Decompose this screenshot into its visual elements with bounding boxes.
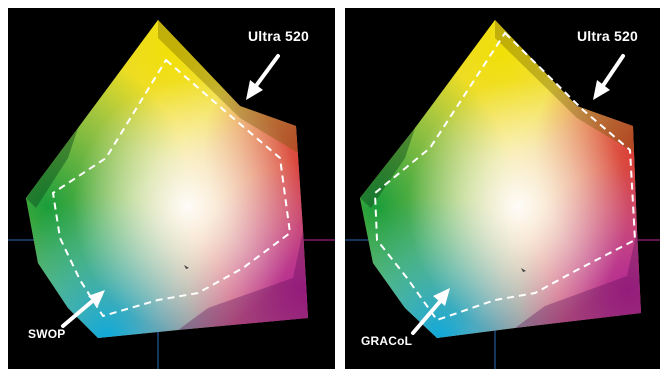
gamut-solid-left [26, 20, 308, 338]
arrow-icon [246, 54, 280, 100]
arrow-icon [593, 54, 625, 100]
swop-label: SWOP [28, 327, 66, 341]
gracol-outline-right [373, 31, 637, 322]
gamut-plot-left [8, 20, 335, 369]
ultra520-label-right: Ultra 520 [577, 28, 638, 44]
gamut-plot-right [345, 20, 660, 369]
gamut-panel-left: Ultra 520 SWOP [8, 8, 335, 369]
arrow-icon [411, 288, 450, 335]
swop-outline-left [51, 58, 292, 318]
gamut-solid-right [360, 20, 641, 338]
gamut-panel-right: Ultra 520 GRACoL [345, 8, 660, 369]
ultra520-label-left: Ultra 520 [248, 28, 309, 44]
gracol-label: GRACoL [361, 334, 413, 348]
arrow-icon [61, 290, 105, 328]
